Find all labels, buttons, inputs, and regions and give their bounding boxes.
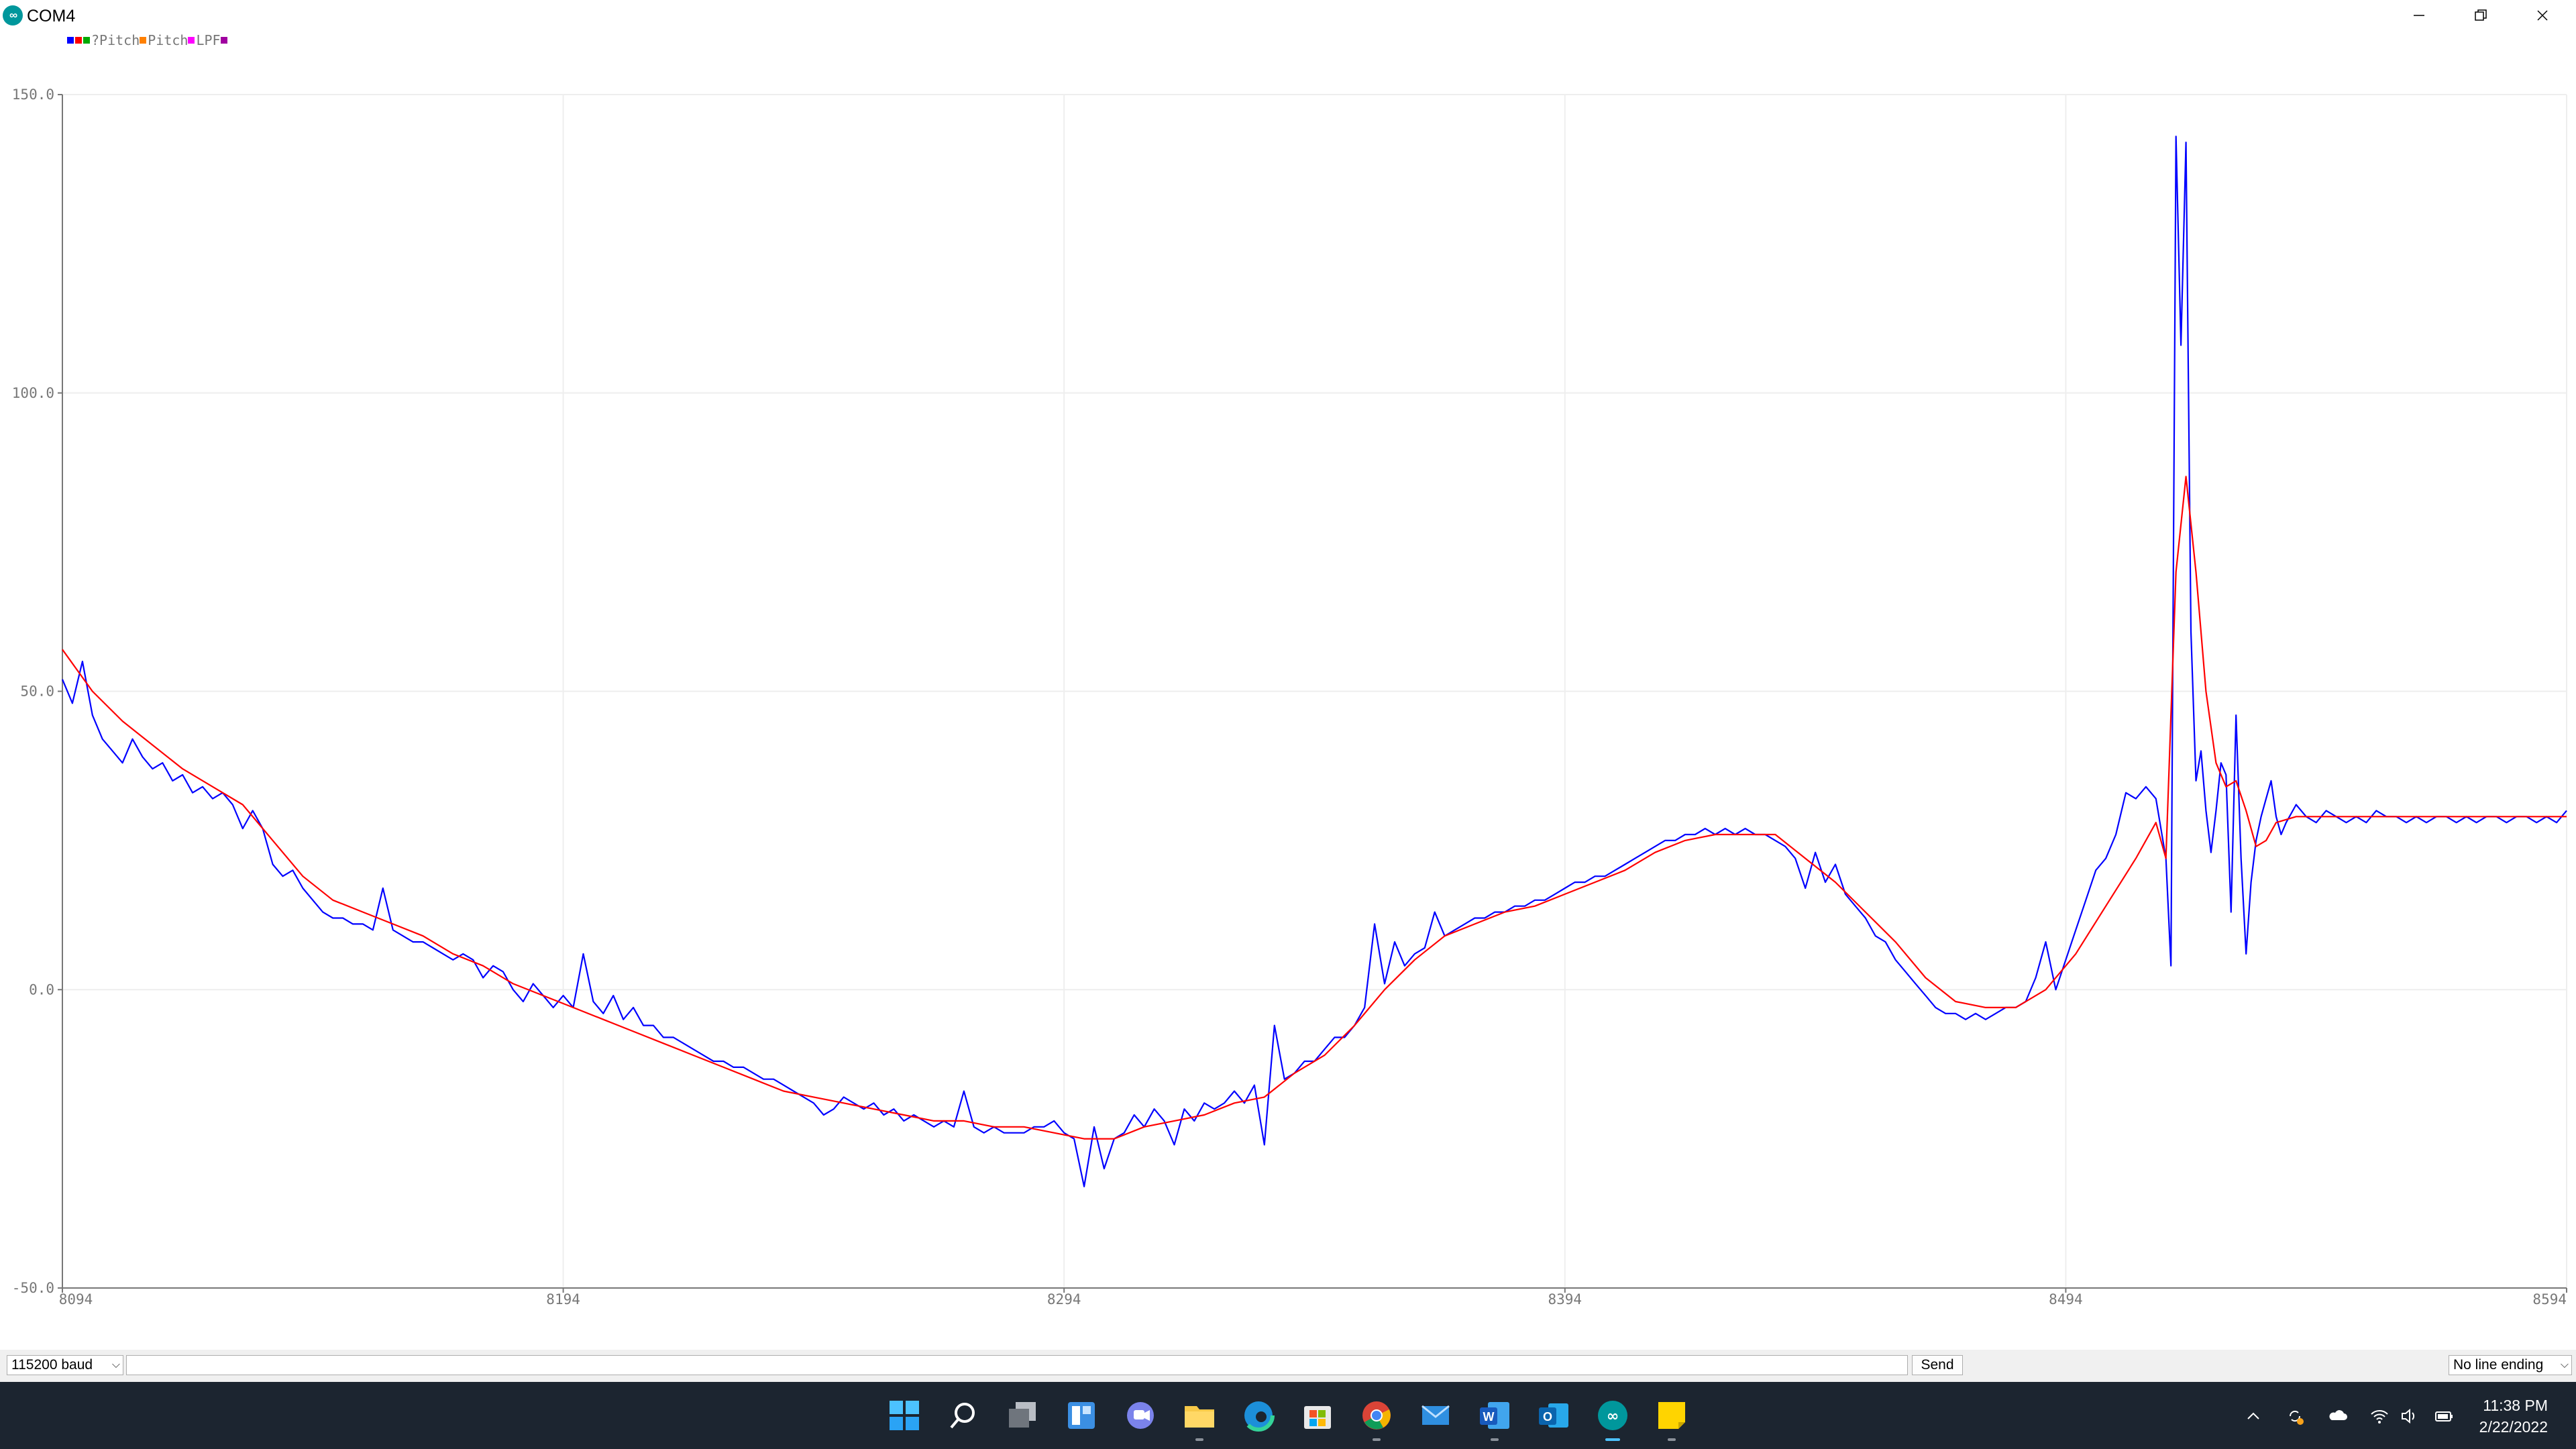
mail-icon[interactable]	[1417, 1397, 1454, 1434]
grid	[62, 94, 2567, 1289]
wifi-icon[interactable]	[2368, 1405, 2391, 1428]
active-indicator	[1605, 1438, 1620, 1441]
clock-time[interactable]: 11:38 PM	[2483, 1397, 2548, 1414]
widgets-icon[interactable]	[1063, 1397, 1100, 1434]
restore-icon	[2475, 9, 2487, 21]
x-tick-label: 8594	[2532, 1291, 2567, 1307]
running-indicator	[1668, 1438, 1676, 1441]
minimize-icon	[2414, 15, 2424, 16]
x-tick-label: 8194	[546, 1291, 580, 1307]
send-button[interactable]: Send	[1912, 1355, 1963, 1375]
title-bar: ∞ COM4	[0, 0, 2576, 31]
chrome-icon[interactable]	[1358, 1397, 1395, 1434]
legend-swatch	[67, 37, 74, 44]
sync-icon[interactable]	[2284, 1405, 2306, 1428]
baud-rate-select[interactable]: 115200 baud ⌵	[7, 1355, 123, 1375]
onedrive-icon[interactable]	[2326, 1405, 2349, 1428]
legend-label: ?Pitch	[91, 32, 140, 48]
line-ending-select[interactable]: No line ending ⌵	[2449, 1355, 2572, 1375]
y-tick-label: 50.0	[20, 684, 54, 700]
battery-icon[interactable]	[2432, 1405, 2455, 1428]
plot-legend: ?Pitch Pitch LPF	[67, 32, 229, 48]
line-ending-value: No line ending	[2453, 1357, 2544, 1373]
series	[61, 136, 2567, 1187]
running-indicator	[1373, 1438, 1381, 1441]
search-icon[interactable]	[945, 1397, 982, 1434]
teams-chat-icon[interactable]	[1122, 1397, 1159, 1434]
close-icon	[2537, 10, 2548, 21]
word-icon[interactable]: W	[1476, 1397, 1513, 1434]
x-tick-label: 8394	[1548, 1291, 1582, 1307]
clock-date[interactable]: 2/22/2022	[2479, 1418, 2548, 1436]
running-indicator	[1195, 1438, 1203, 1441]
file-explorer-icon[interactable]	[1181, 1397, 1218, 1434]
y-tick-label: 150.0	[12, 87, 54, 103]
send-bar: 115200 baud ⌵ Send No line ending ⌵	[0, 1350, 2576, 1382]
sticky-notes-icon[interactable]	[1653, 1397, 1690, 1434]
x-tick-label: 8094	[59, 1291, 93, 1307]
store-icon[interactable]	[1299, 1397, 1336, 1434]
x-tick-label: 8494	[2049, 1291, 2083, 1307]
windows-start-icon[interactable]	[885, 1397, 923, 1434]
y-tick-label: 100.0	[12, 385, 54, 401]
serial-plotter-chart: 150.0 100.0 50.0 0.0 -50.0 8094 8194 8294 8394 84…	[12, 87, 2567, 1307]
y-tick-label: 0.0	[29, 981, 54, 998]
x-tick-label: 8294	[1047, 1291, 1081, 1307]
task-view-icon[interactable]	[1004, 1397, 1041, 1434]
chevron-up-icon[interactable]	[2242, 1405, 2265, 1428]
edge-icon[interactable]	[1240, 1397, 1277, 1434]
axes: 150.0 100.0 50.0 0.0 -50.0 8094 8194 8294 8394 84…	[12, 87, 2567, 1307]
arduino-icon: ∞	[3, 5, 23, 25]
legend-swatch	[188, 37, 195, 44]
series-line	[62, 476, 2567, 1140]
restore-button[interactable]	[2450, 0, 2512, 31]
series-line	[61, 136, 2567, 1187]
chevron-down-icon: ⌵	[111, 1359, 120, 1371]
legend-swatch	[83, 37, 90, 44]
serial-send-input[interactable]	[126, 1355, 1908, 1375]
y-tick-label: -50.0	[12, 1280, 54, 1296]
svg-text:O: O	[1543, 1410, 1552, 1424]
legend-swatch	[140, 37, 147, 44]
taskbar: W O ∞ 11:38 PM 2/22/2022	[0, 1382, 2576, 1449]
svg-text:∞: ∞	[1607, 1408, 1619, 1425]
running-indicator	[1491, 1438, 1499, 1441]
legend-label: LPF	[196, 32, 221, 48]
legend-swatch	[75, 37, 82, 44]
arduino-icon[interactable]: ∞	[1594, 1397, 1631, 1434]
legend-swatch	[220, 37, 227, 44]
outlook-icon[interactable]: O	[1535, 1397, 1572, 1434]
baud-rate-value: 115200 baud	[11, 1357, 93, 1373]
window-title: COM4	[27, 7, 76, 25]
minimize-button[interactable]	[2388, 0, 2450, 31]
legend-label: Pitch	[148, 32, 189, 48]
chevron-down-icon: ⌵	[2560, 1359, 2569, 1371]
svg-text:W: W	[1483, 1410, 1495, 1424]
close-button[interactable]	[2512, 0, 2573, 31]
volume-icon[interactable]	[2398, 1405, 2420, 1428]
